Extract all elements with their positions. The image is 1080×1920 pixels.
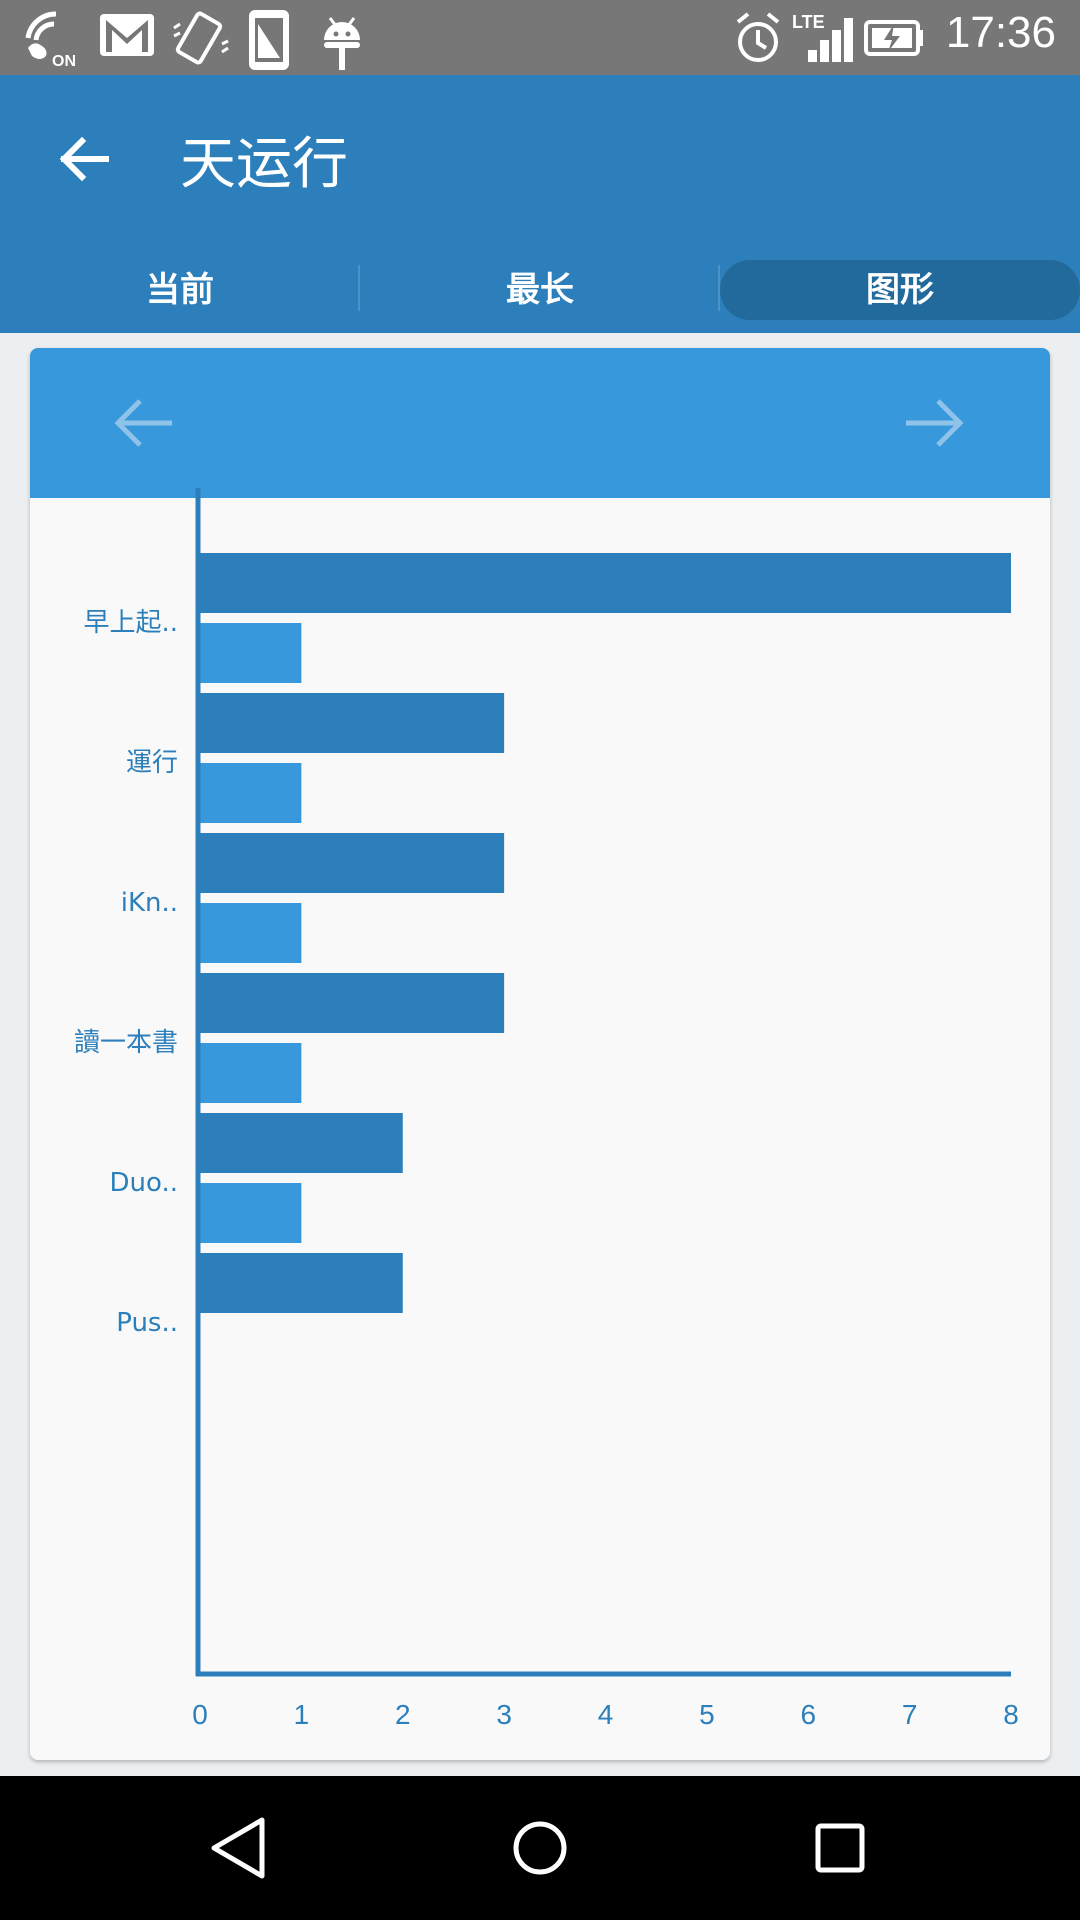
x-tick-label: 4 [598, 1699, 614, 1730]
bar-dark [200, 1113, 403, 1173]
page-title: 天运行 [180, 132, 348, 197]
x-tick-label: 3 [496, 1699, 512, 1730]
category-label: 讀一本書 [74, 1028, 178, 1058]
status-bar: ON LTE 17:36 [0, 0, 1080, 75]
android-icon [324, 17, 360, 70]
tab-graph[interactable]: 图形 [720, 260, 1080, 320]
bar-dark [200, 693, 505, 753]
gmail-icon [100, 14, 154, 56]
svg-text:ON: ON [52, 53, 76, 68]
back-arrow-icon[interactable] [54, 129, 114, 189]
bar-dark [200, 553, 1011, 613]
recents-square-icon[interactable] [804, 1812, 876, 1884]
bar-dark [200, 833, 505, 893]
bar-chart: 早上起.. 運行 iKn.. 讀一本書 Duo.. Pus.. 0 1 2 3 4 5 6 7 8 [74, 488, 1019, 1730]
wifi-calling-on-icon: ON [25, 11, 76, 68]
tab-longest[interactable]: 最长 [506, 270, 574, 310]
bar-light [200, 1183, 302, 1243]
tab-divider [718, 265, 720, 311]
bar-light [200, 1043, 302, 1103]
category-label: 運行 [126, 748, 178, 778]
x-tick-label: 7 [902, 1699, 918, 1730]
tab-bar: 当前 最长 图形 [0, 260, 1080, 320]
prev-period-arrow-icon[interactable] [112, 393, 176, 453]
bar-light [200, 763, 302, 823]
bar-dark [200, 973, 505, 1033]
graph-card: 早上起.. 運行 iKn.. 讀一本書 Duo.. Pus.. 0 1 2 3 4 5 6 7 8 [30, 348, 1050, 1760]
category-label: Duo.. [110, 1168, 178, 1198]
x-tick-label: 2 [395, 1699, 411, 1730]
battery-charging-icon [864, 20, 923, 56]
app-bar: 天运行 当前 最长 图形 [0, 75, 1080, 333]
phone-icon [249, 10, 289, 70]
bar-light [200, 903, 302, 963]
category-label: iKn.. [121, 888, 178, 918]
back-triangle-icon[interactable] [204, 1812, 276, 1884]
x-tick-label: 0 [192, 1699, 208, 1730]
alarm-icon [736, 12, 780, 62]
card-header [30, 348, 1050, 498]
tab-current[interactable]: 当前 [146, 270, 214, 310]
vibrate-icon [173, 11, 229, 65]
lte-signal-icon: LTE [792, 12, 853, 62]
x-tick-label: 1 [294, 1699, 310, 1730]
x-tick-label: 6 [800, 1699, 816, 1730]
tab-divider [358, 265, 360, 311]
status-time: 17:36 [945, 8, 1056, 57]
bar-dark [200, 1253, 403, 1313]
bar-light [200, 623, 302, 683]
nav-bar [0, 1776, 1080, 1920]
category-label: Pus.. [116, 1308, 178, 1338]
x-tick-label: 5 [699, 1699, 715, 1730]
next-period-arrow-icon[interactable] [902, 393, 966, 453]
x-tick-label: 8 [1003, 1699, 1019, 1730]
svg-text:LTE: LTE [792, 12, 825, 32]
home-circle-icon[interactable] [504, 1812, 576, 1884]
category-label: 早上起.. [83, 608, 178, 638]
